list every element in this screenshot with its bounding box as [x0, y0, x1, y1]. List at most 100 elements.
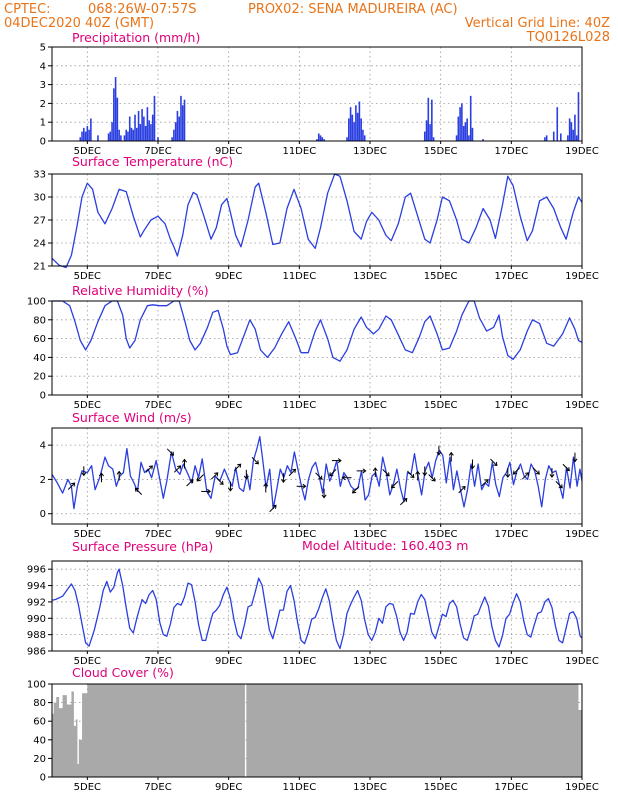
pres-xtick-label: 5DEC — [74, 656, 101, 667]
temp-ytick-label: 33 — [33, 170, 46, 181]
wind-vector-head — [291, 468, 297, 473]
precip-bar — [116, 97, 119, 141]
wind-vector-arrow — [145, 465, 153, 473]
rh-xtick-label: 7DEC — [144, 400, 171, 411]
precip-bar — [183, 99, 186, 141]
precip-frame — [51, 46, 583, 142]
precip-bar — [181, 105, 184, 141]
precip-bar — [349, 107, 352, 141]
wind-vector-head — [431, 477, 436, 482]
precip-bar — [545, 135, 548, 141]
wind-vector-arrow — [216, 477, 224, 485]
wind-vector-arrow — [555, 481, 563, 489]
wind-vector-head — [493, 461, 498, 467]
temp-title: Surface Temperature (nC) — [72, 154, 233, 169]
wind-vector-head — [272, 504, 277, 509]
precip-bar — [90, 118, 92, 141]
pres-ytick-label: 988 — [27, 630, 46, 641]
wind-vector-head — [116, 470, 122, 475]
precip-bar — [556, 107, 559, 141]
wind-vector-head — [565, 467, 570, 472]
wind-vector-arrow — [428, 474, 436, 482]
precip-bar — [107, 133, 110, 141]
rh-ytick-label: 80 — [33, 315, 46, 326]
precip-xtick-label: 19DEC — [565, 146, 599, 157]
wind-vector-arrow — [352, 486, 360, 494]
precip-bar — [125, 129, 127, 141]
cloud-xtick-label: 5DEC — [74, 782, 101, 793]
precip-bar — [317, 133, 320, 141]
rh-panel: Relative Humidity (%) 5DEC 7DEC 9DEC 11DEC 13… — [27, 283, 599, 411]
wind-series-line — [51, 435, 583, 510]
wind-vector-head — [337, 458, 342, 464]
precip-bar — [81, 131, 83, 141]
wind-vector-arrow — [173, 465, 181, 473]
pres-xtick-label: 13DEC — [353, 656, 387, 667]
wind-vector-head — [207, 488, 212, 494]
cloud-ytick-label: 0 — [40, 773, 46, 784]
cloud-xtick-label: 7DEC — [144, 782, 171, 793]
temp-xtick-label: 5DEC — [74, 271, 101, 282]
precip-bar — [468, 135, 470, 141]
temp-series-line — [51, 173, 583, 269]
precip-bar — [148, 120, 150, 141]
precip-ytick-label: 2 — [40, 99, 46, 110]
precip-bar — [321, 137, 324, 141]
precip-ytick-label: 3 — [40, 80, 46, 91]
wind-vector-head — [254, 460, 259, 465]
wind-vector-arrow — [391, 481, 399, 489]
wind-vector-head — [321, 494, 327, 499]
precip-bar — [176, 110, 179, 141]
wind-vector-arrow — [196, 474, 204, 482]
wind-vector-arrow — [186, 479, 194, 487]
cloud-area — [52, 684, 582, 777]
temp-frame — [51, 173, 583, 267]
wind-vector-head — [219, 480, 224, 485]
precip-bar — [353, 122, 355, 141]
precip-bar — [355, 105, 357, 141]
wind-vector-arrow — [513, 467, 521, 475]
temp-ytick-label: 21 — [33, 262, 46, 273]
precip-bar — [86, 125, 89, 141]
precip-bar — [348, 118, 350, 141]
wind-vector-arrow — [288, 469, 296, 477]
rh-ytick-label: 20 — [33, 372, 46, 383]
cloud-ytick-label: 80 — [33, 698, 46, 709]
wind-xtick-label: 19DEC — [565, 529, 599, 540]
wind-vector-head — [214, 472, 219, 477]
precip-bar — [114, 77, 117, 141]
wind-xtick-label: 5DEC — [74, 529, 101, 540]
precip-xtick-label: 5DEC — [74, 146, 101, 157]
wind-vector-arrow — [521, 472, 530, 480]
cloud-xtick-label: 17DEC — [494, 782, 528, 793]
wind-vector-head — [410, 473, 415, 479]
wind-vector-arrow — [210, 472, 219, 480]
temp-xtick-label: 19DEC — [565, 271, 599, 282]
temp-xtick-label: 7DEC — [144, 271, 171, 282]
wind-vector-head — [71, 482, 76, 487]
pres-series-line — [51, 568, 583, 650]
wind-vector-head — [341, 475, 346, 481]
precip-bar — [351, 114, 354, 141]
precip-bar — [323, 139, 325, 141]
precip-bar — [574, 114, 576, 141]
cloud-xtick-label: 11DEC — [282, 782, 316, 793]
precip-bar — [482, 139, 484, 141]
cloud-frame — [51, 683, 583, 778]
rh-ytick-label: 0 — [40, 391, 46, 402]
precip-bar — [425, 120, 428, 141]
precip-bar — [171, 137, 173, 141]
precip-bar — [144, 125, 147, 141]
precip-bar — [356, 112, 359, 141]
wind-vector-arrow — [490, 458, 498, 466]
rh-frame — [51, 300, 583, 396]
wind-ytick-label: 0 — [40, 509, 46, 520]
precip-xtick-label: 13DEC — [353, 146, 387, 157]
header-model-code: TQ0126L028 — [526, 30, 610, 45]
pres-xtick-label: 9DEC — [215, 656, 242, 667]
rh-xtick-label: 13DEC — [353, 400, 387, 411]
wind-vector-head — [436, 451, 442, 456]
wind-vector-arrow — [400, 498, 408, 506]
wind-vector-head — [448, 451, 454, 456]
precip-bar — [464, 122, 467, 141]
